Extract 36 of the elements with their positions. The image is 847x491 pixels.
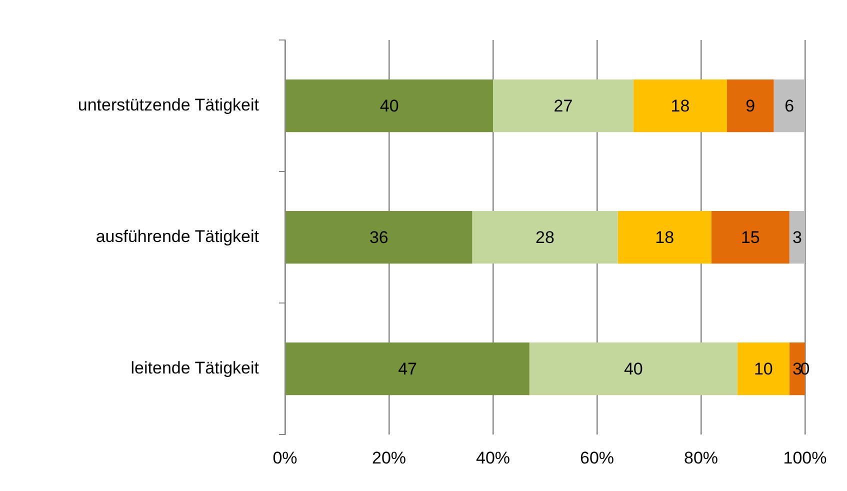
data-label: 47 bbox=[398, 360, 417, 379]
bar bbox=[618, 210, 712, 264]
bar bbox=[286, 342, 530, 396]
data-label: 3 bbox=[792, 228, 802, 247]
data-label: 18 bbox=[655, 228, 674, 247]
bar bbox=[774, 79, 805, 132]
bar bbox=[286, 79, 493, 132]
bar bbox=[286, 210, 472, 264]
data-label: 15 bbox=[740, 228, 760, 247]
y-tick-label: leitende Tätigkeit bbox=[130, 358, 260, 378]
bar bbox=[633, 79, 727, 132]
y-tick-label: unterstützende Tätigkeit bbox=[78, 95, 260, 114]
data-label: 3 bbox=[792, 360, 802, 379]
bar bbox=[711, 210, 790, 264]
bar bbox=[789, 210, 805, 264]
x-tick-label: 0% bbox=[272, 448, 298, 468]
data-label: 36 bbox=[369, 228, 388, 247]
data-label: 40 bbox=[624, 360, 643, 379]
x-tick-label: 80% bbox=[684, 448, 718, 468]
data-label: 28 bbox=[536, 228, 554, 247]
bar bbox=[727, 79, 774, 132]
bar bbox=[472, 210, 618, 264]
data-label: 18 bbox=[670, 96, 690, 116]
data-label: 9 bbox=[746, 96, 756, 116]
bar bbox=[529, 342, 738, 396]
x-tick-label: 100% bbox=[783, 448, 827, 468]
bar bbox=[737, 342, 790, 396]
data-label: 27 bbox=[554, 96, 573, 116]
x-tick-label: 60% bbox=[580, 448, 614, 468]
y-tick-label: ausführende Tätigkeit bbox=[96, 226, 260, 246]
data-label: 10 bbox=[754, 360, 773, 379]
bar bbox=[493, 79, 634, 132]
data-label: 6 bbox=[784, 96, 794, 116]
x-tick-label: 40% bbox=[476, 448, 510, 468]
data-label: 40 bbox=[380, 96, 399, 116]
x-tick-label: 20% bbox=[372, 448, 406, 468]
